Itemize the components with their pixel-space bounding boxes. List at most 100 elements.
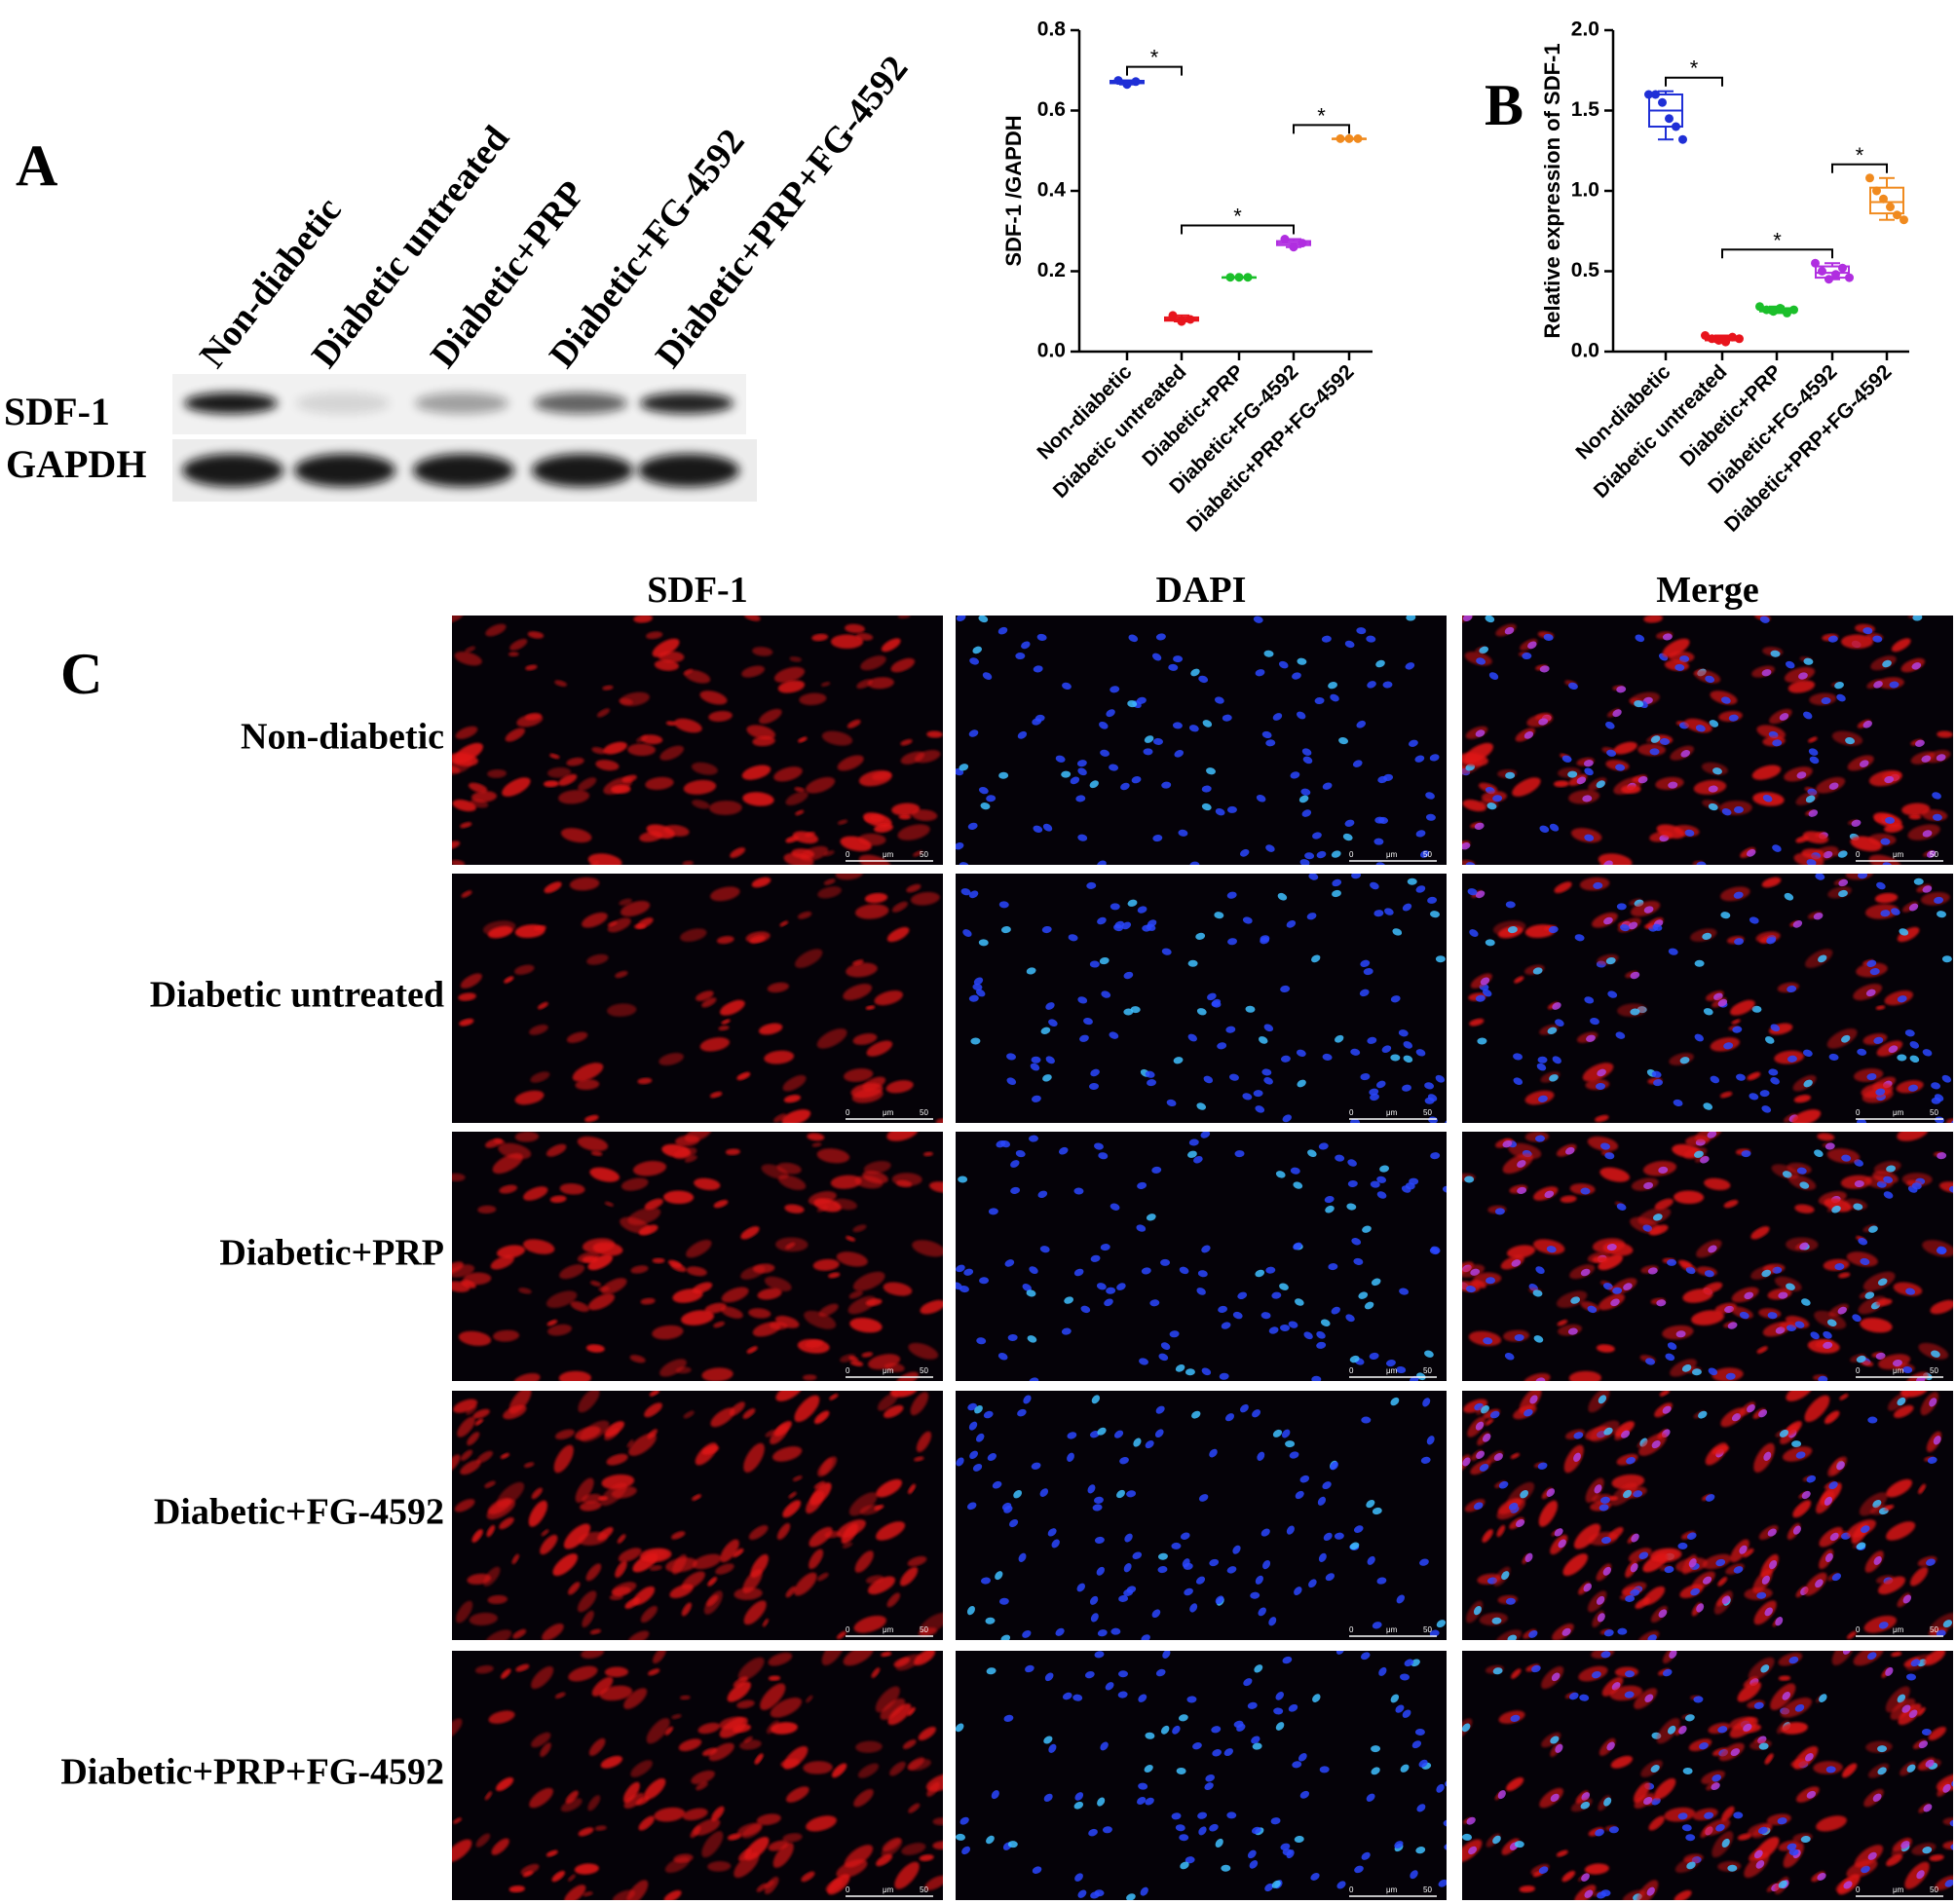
nucleus <box>1582 795 1593 803</box>
sdf1-signal <box>454 742 483 764</box>
nucleus <box>1883 1176 1894 1183</box>
nucleus <box>1481 1404 1489 1414</box>
nucleus <box>1537 1462 1548 1470</box>
nucleus <box>1145 1732 1155 1739</box>
sdf1-signal <box>518 1288 532 1294</box>
sdf1-signal <box>671 1553 687 1575</box>
sdf1-signal <box>858 833 886 846</box>
nucleus <box>1858 1238 1868 1246</box>
y-tick-label: 0.6 <box>1037 98 1066 121</box>
nucleus <box>1042 1074 1052 1082</box>
sdf1-signal <box>581 1651 605 1660</box>
sdf1-signal <box>1894 1404 1914 1418</box>
sdf1-signal <box>1598 1253 1624 1271</box>
sdf1-signal <box>863 1161 891 1175</box>
sdf1-signal <box>681 1310 715 1325</box>
nucleus <box>1219 1372 1229 1380</box>
sdf1-signal <box>1482 1529 1493 1543</box>
nucleus <box>1580 1268 1591 1277</box>
nucleus <box>1099 721 1109 729</box>
sdf1-signal <box>875 1686 900 1713</box>
nucleus <box>1160 1342 1171 1351</box>
micrograph: 0 μm 50 <box>1462 1132 1953 1381</box>
nucleus <box>1712 1774 1721 1782</box>
nucleus <box>1826 1319 1837 1327</box>
nucleus <box>1643 906 1654 914</box>
nucleus <box>1157 1566 1168 1574</box>
nucleus <box>978 616 989 623</box>
sdf1-signal <box>916 1431 932 1453</box>
nucleus <box>1760 1664 1770 1673</box>
nucleus <box>1788 1656 1799 1664</box>
nucleus <box>1651 1070 1662 1078</box>
nucleus <box>1741 1150 1751 1158</box>
nucleus <box>1316 1330 1326 1339</box>
sdf1-signal <box>646 824 675 840</box>
nucleus <box>1067 1452 1074 1463</box>
nucleus <box>1420 1456 1431 1464</box>
nucleus <box>1474 822 1485 830</box>
sdf1-signal <box>1613 741 1637 755</box>
nucleus <box>959 1286 969 1293</box>
nucleus <box>1584 834 1595 841</box>
sdf1-signal <box>1929 1854 1944 1861</box>
nucleus <box>1126 1893 1136 1900</box>
nucleus <box>1178 829 1188 837</box>
sdf1-signal <box>623 1688 648 1709</box>
sdf1-signal <box>707 1861 732 1872</box>
nucleus <box>1364 1301 1374 1310</box>
nucleus <box>1076 760 1087 767</box>
nucleus <box>1145 1797 1154 1806</box>
nucleus <box>1581 1873 1590 1882</box>
sdf1-signal <box>591 1676 614 1697</box>
nucleus <box>1864 1291 1875 1299</box>
nucleus <box>1897 1397 1906 1406</box>
nucleus <box>1702 932 1712 940</box>
nucleus <box>1621 1430 1631 1438</box>
nucleus <box>1411 1740 1422 1749</box>
nucleus <box>998 901 1009 909</box>
nucleus <box>1110 903 1120 911</box>
sdf1-signal <box>490 1255 514 1270</box>
nucleus <box>1088 1828 1098 1837</box>
sdf1-signal <box>699 1037 731 1052</box>
nucleus <box>1099 956 1110 965</box>
blot-band <box>294 454 395 487</box>
nucleus <box>1659 737 1670 745</box>
sdf1-signal <box>663 1190 695 1205</box>
sdf1-signal <box>861 1352 874 1358</box>
nucleus <box>1880 910 1891 917</box>
sdf1-signal <box>932 1817 943 1826</box>
sdf1-signal <box>811 633 829 642</box>
sdf1-signal <box>781 1109 811 1123</box>
nucleus <box>1043 1793 1053 1802</box>
nucleus <box>1513 1077 1523 1086</box>
nucleus <box>1727 1322 1738 1329</box>
nucleus <box>1155 1668 1166 1677</box>
nucleus <box>1923 1804 1933 1812</box>
data-point <box>1353 133 1363 143</box>
nucleus <box>1561 755 1572 763</box>
nucleus <box>1302 756 1313 765</box>
nucleus <box>1721 1595 1731 1605</box>
sdf1-signal <box>509 638 528 651</box>
nucleus <box>1146 1213 1156 1221</box>
nucleus <box>1175 1364 1185 1372</box>
scale-bar-label: 0 <box>846 1366 850 1375</box>
sdf1-signal <box>645 776 674 791</box>
nucleus <box>1778 1880 1787 1888</box>
sdf1-signal <box>1731 1019 1741 1025</box>
data-point <box>1122 80 1132 90</box>
sdf1-signal <box>1786 1391 1814 1401</box>
nucleus <box>1897 1054 1907 1062</box>
nucleus <box>1824 1496 1833 1506</box>
nucleus <box>1483 1337 1493 1345</box>
nucleus <box>1204 1782 1214 1791</box>
nucleus <box>1708 803 1718 811</box>
nucleus <box>1889 681 1900 689</box>
nucleus <box>1243 1678 1253 1687</box>
sdf1-signal <box>578 1391 600 1413</box>
nucleus <box>1032 1866 1042 1874</box>
scale-bar-label: 50 <box>1930 850 1938 859</box>
sdf1-signal <box>488 1710 515 1724</box>
